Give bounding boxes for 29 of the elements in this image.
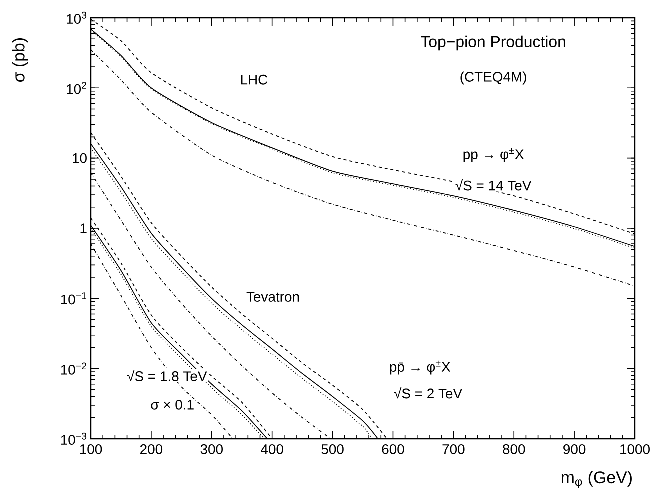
annotation: √S = 14 TeV bbox=[456, 180, 532, 191]
x-tick-label: 600 bbox=[382, 444, 404, 454]
x-tick-label: 700 bbox=[442, 444, 465, 454]
annotation: √S = 1.8 TeV bbox=[127, 370, 208, 382]
annotation: pp → φ$^{±}$X bbox=[464, 148, 524, 162]
x-axis-title: m$_{φ}$ (GeV) bbox=[562, 471, 632, 488]
y-tick-label: 10$^{−3}$ bbox=[61, 432, 87, 446]
annotation: Tevatron bbox=[246, 292, 300, 302]
annotation: √S = 2 TeV bbox=[394, 388, 462, 399]
annotation: pp̄ → φ$^{±}$X bbox=[390, 360, 451, 375]
y-tick-label: 1 bbox=[80, 224, 87, 234]
text: (CTEQ4M) bbox=[460, 72, 526, 85]
y-tick-label: 10$^{−1}$ bbox=[61, 292, 87, 305]
x-tick-label: 900 bbox=[564, 444, 586, 454]
x-tick-label: 400 bbox=[261, 444, 284, 454]
y-tick-label: 10$^{3}$ bbox=[67, 12, 87, 24]
annotation: σ × 0.1 bbox=[151, 400, 194, 410]
x-tick-label: 300 bbox=[200, 444, 223, 454]
text: Top−pion Production bbox=[421, 36, 566, 51]
x-tick-label: 1000 bbox=[620, 444, 650, 454]
y-tick-label: 10$^{2}$ bbox=[67, 82, 86, 94]
x-tick-label: 100 bbox=[80, 444, 102, 454]
y-tick-label: 10 bbox=[73, 153, 87, 164]
annotation: LHC bbox=[241, 74, 268, 85]
y-axis-title: σ (pb) bbox=[12, 38, 28, 82]
y-tick-label: 10$^{−2}$ bbox=[61, 362, 86, 375]
x-tick-label: 500 bbox=[322, 444, 344, 454]
x-tick-label: 800 bbox=[503, 444, 526, 454]
x-tick-label: 200 bbox=[140, 444, 163, 454]
